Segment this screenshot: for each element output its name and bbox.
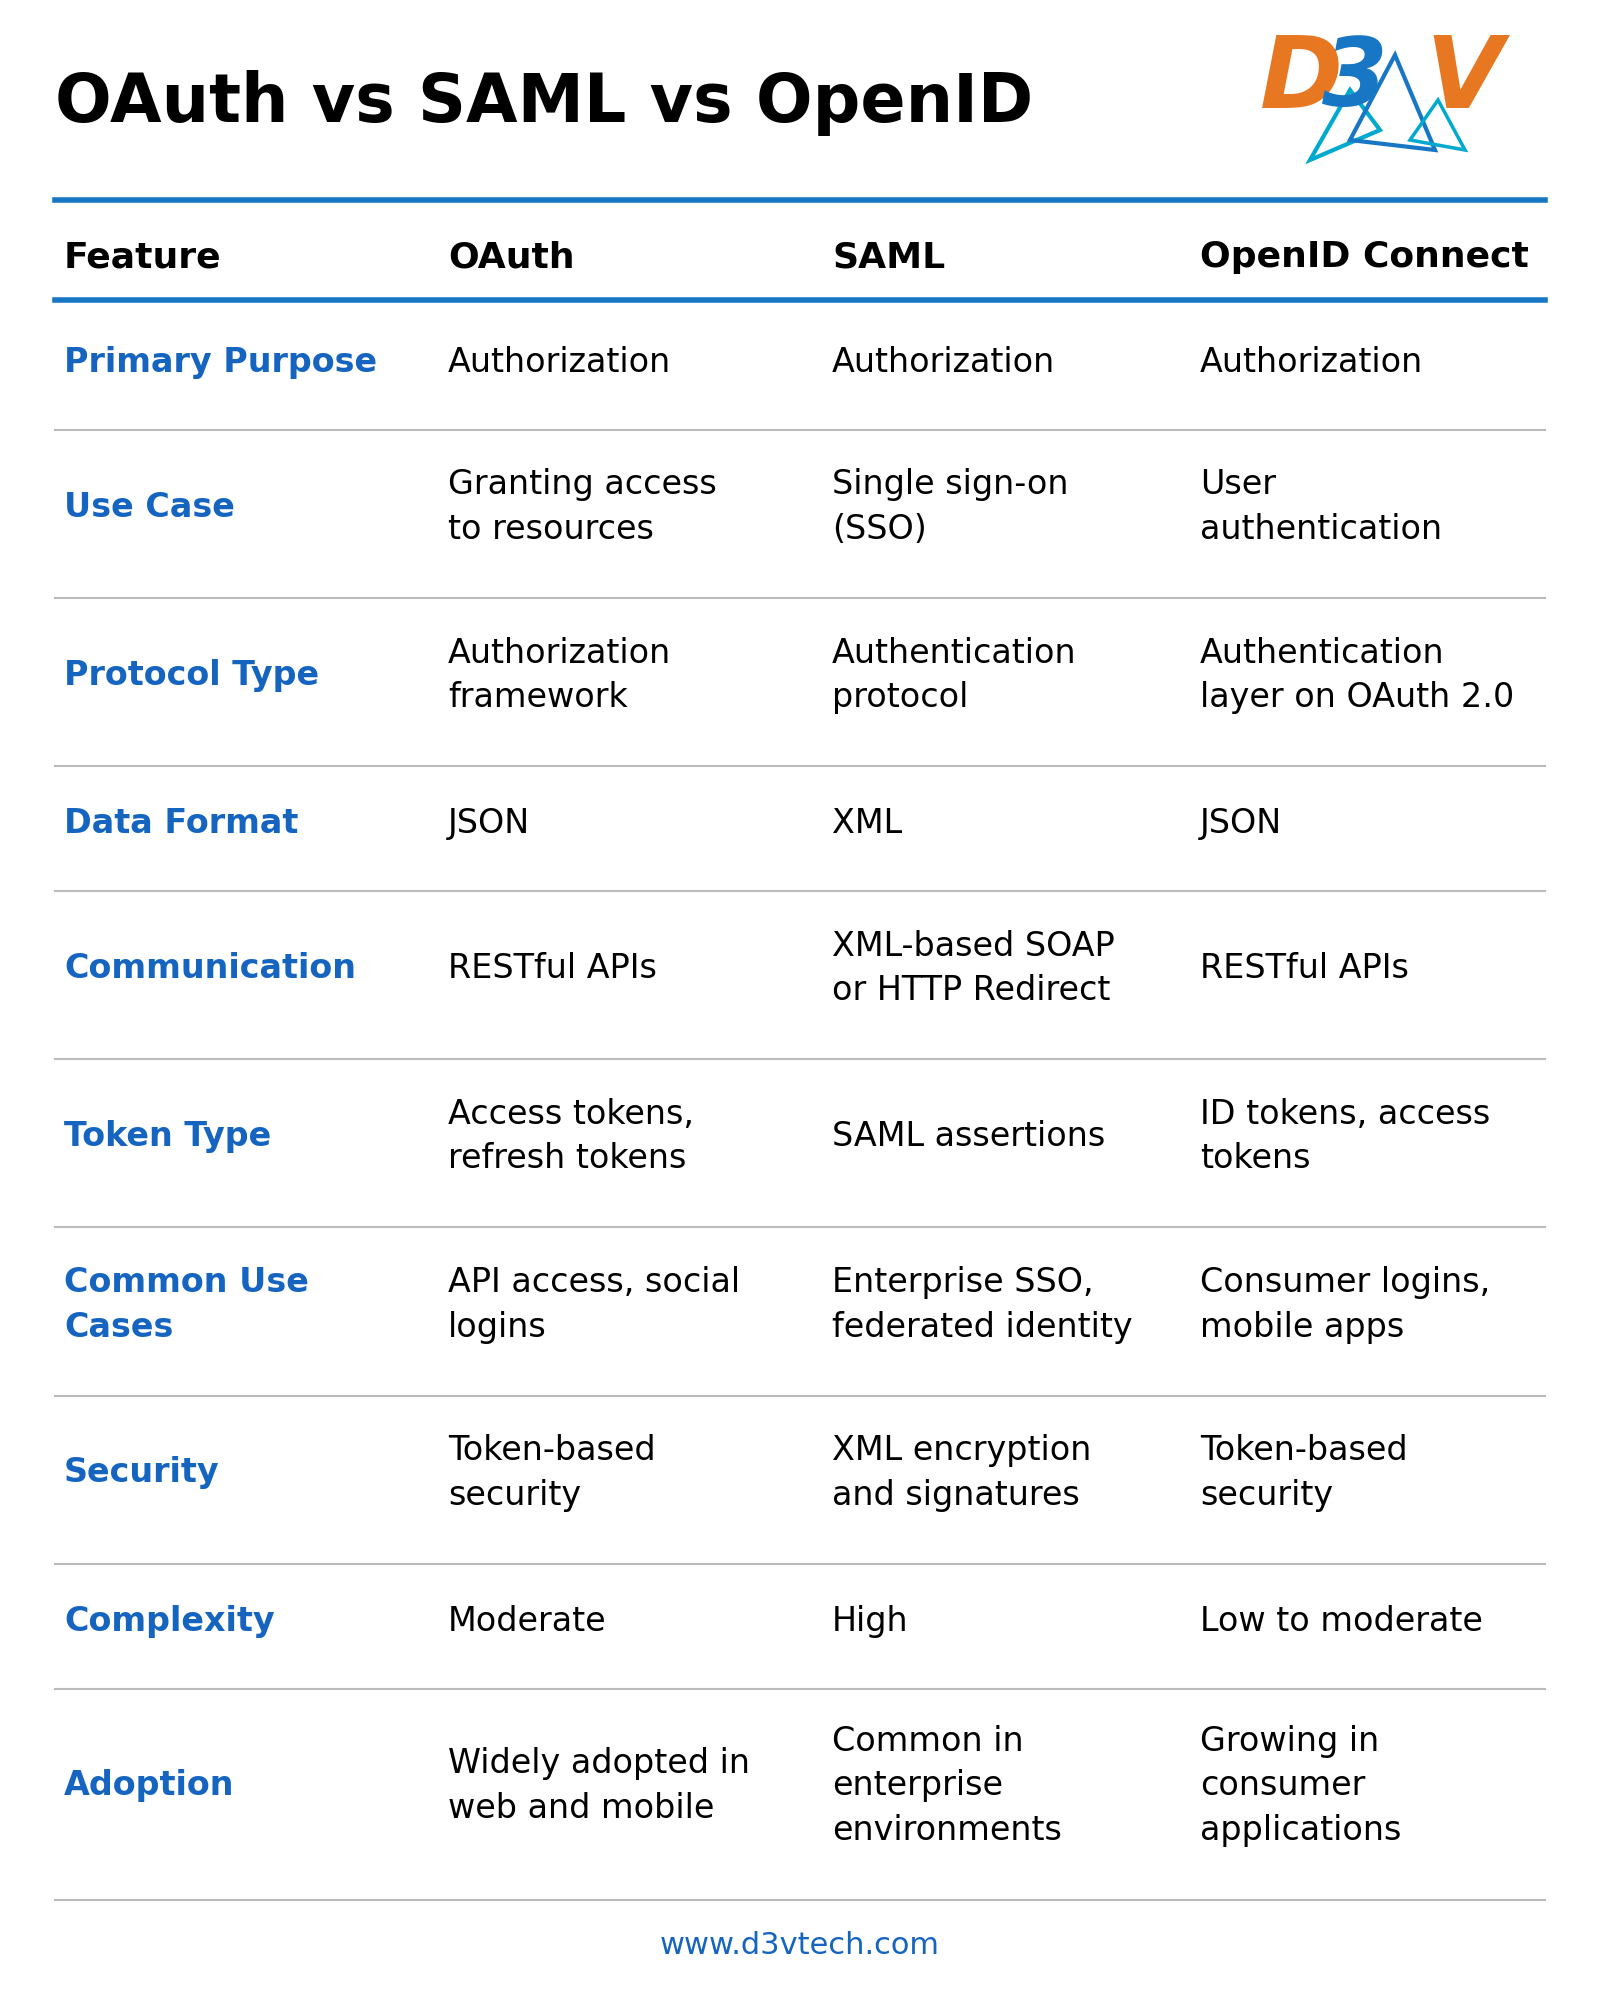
Text: Token Type: Token Type xyxy=(64,1120,272,1154)
Text: XML: XML xyxy=(832,808,902,840)
Text: Primary Purpose: Primary Purpose xyxy=(64,346,378,378)
Text: Authentication
protocol: Authentication protocol xyxy=(832,636,1077,714)
Text: ID tokens, access
tokens: ID tokens, access tokens xyxy=(1200,1098,1490,1176)
Text: Authorization: Authorization xyxy=(832,346,1056,378)
Text: OAuth: OAuth xyxy=(448,240,574,274)
Text: Authorization: Authorization xyxy=(1200,346,1424,378)
Text: Granting access
to resources: Granting access to resources xyxy=(448,468,717,546)
Text: Adoption: Adoption xyxy=(64,1770,235,1802)
Text: XML encryption
and signatures: XML encryption and signatures xyxy=(832,1434,1091,1512)
Text: Token-based
security: Token-based security xyxy=(1200,1434,1408,1512)
Text: V: V xyxy=(1426,32,1502,128)
Text: Moderate: Moderate xyxy=(448,1604,606,1638)
Text: JSON: JSON xyxy=(448,808,530,840)
Text: Common in
enterprise
environments: Common in enterprise environments xyxy=(832,1724,1062,1848)
Text: JSON: JSON xyxy=(1200,808,1282,840)
Text: 3: 3 xyxy=(1322,34,1387,126)
Text: Single sign-on
(SSO): Single sign-on (SSO) xyxy=(832,468,1069,546)
Text: High: High xyxy=(832,1604,909,1638)
Text: Communication: Communication xyxy=(64,952,355,984)
Text: Protocol Type: Protocol Type xyxy=(64,658,318,692)
Text: Authorization
framework: Authorization framework xyxy=(448,636,672,714)
Text: Widely adopted in
web and mobile: Widely adopted in web and mobile xyxy=(448,1748,750,1824)
Text: Common Use
Cases: Common Use Cases xyxy=(64,1266,309,1344)
Text: OpenID Connect: OpenID Connect xyxy=(1200,240,1530,274)
Text: Feature: Feature xyxy=(64,240,222,274)
Text: SAML assertions: SAML assertions xyxy=(832,1120,1106,1154)
Text: API access, social
logins: API access, social logins xyxy=(448,1266,741,1344)
Text: Authentication
layer on OAuth 2.0: Authentication layer on OAuth 2.0 xyxy=(1200,636,1514,714)
Text: OAuth vs SAML vs OpenID: OAuth vs SAML vs OpenID xyxy=(54,70,1034,136)
Text: Use Case: Use Case xyxy=(64,490,235,524)
Text: SAML: SAML xyxy=(832,240,946,274)
Text: Token-based
security: Token-based security xyxy=(448,1434,656,1512)
Text: Complexity: Complexity xyxy=(64,1604,275,1638)
Text: Access tokens,
refresh tokens: Access tokens, refresh tokens xyxy=(448,1098,694,1176)
Text: RESTful APIs: RESTful APIs xyxy=(1200,952,1410,984)
Text: Data Format: Data Format xyxy=(64,808,298,840)
Text: www.d3vtech.com: www.d3vtech.com xyxy=(661,1930,941,1960)
Text: Enterprise SSO,
federated identity: Enterprise SSO, federated identity xyxy=(832,1266,1133,1344)
Text: Security: Security xyxy=(64,1456,219,1490)
Text: Consumer logins,
mobile apps: Consumer logins, mobile apps xyxy=(1200,1266,1490,1344)
Text: Authorization: Authorization xyxy=(448,346,672,378)
Text: RESTful APIs: RESTful APIs xyxy=(448,952,658,984)
Text: Growing in
consumer
applications: Growing in consumer applications xyxy=(1200,1724,1402,1848)
Text: User
authentication: User authentication xyxy=(1200,468,1442,546)
Text: D: D xyxy=(1261,32,1342,128)
Text: Low to moderate: Low to moderate xyxy=(1200,1604,1483,1638)
Text: XML-based SOAP
or HTTP Redirect: XML-based SOAP or HTTP Redirect xyxy=(832,930,1115,1008)
